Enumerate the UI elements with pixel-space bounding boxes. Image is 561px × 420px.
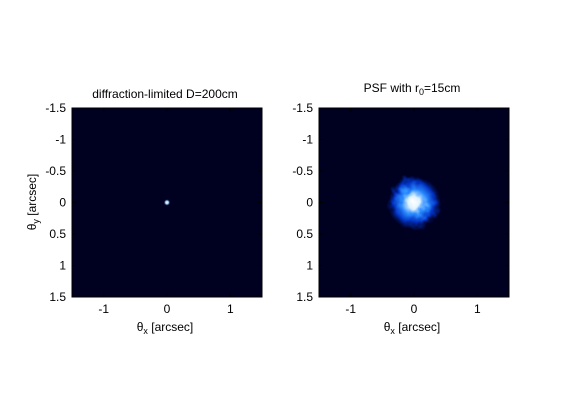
x-tick-label: 1	[227, 302, 234, 316]
left-x-ticks: -1 0 1	[98, 108, 234, 316]
y-tick-label: 1	[306, 259, 313, 273]
y-tick-label: 1.5	[296, 290, 313, 304]
y-tick-label: -1.5	[292, 101, 313, 115]
right-psf-halo	[385, 174, 443, 231]
y-tick-label: -1.5	[45, 101, 66, 115]
left-y-ticks: -1.5 -1 -0.5 0 0.5 1 1.5	[45, 101, 262, 304]
right-title: PSF with r0=15cm	[364, 81, 461, 97]
x-tick-label: -1	[98, 302, 109, 316]
y-tick-label: -1	[302, 133, 313, 147]
y-tick-label: -1	[55, 133, 66, 147]
left-psf-core	[163, 199, 171, 206]
y-tick-label: 0	[306, 196, 313, 210]
right-y-ticks: -1.5 -1 -0.5 0 0.5 1 1.5	[292, 101, 509, 304]
x-tick-label: 0	[411, 302, 418, 316]
y-tick-label: -0.5	[45, 164, 66, 178]
right-xlabel: θx [arcsec]	[384, 320, 441, 336]
y-tick-label: 0.5	[296, 227, 313, 241]
right-panel: PSF with r0=15cm -1.5 -1 -0.5 0 0.5 1 1.5 -1 0 1…	[292, 81, 510, 336]
left-panel: diffraction-limited D=200cm -1.5 -1 -0.5 0 0…	[25, 87, 263, 336]
y-tick-label: -0.5	[292, 164, 313, 178]
y-tick-label: 1	[59, 259, 66, 273]
x-tick-label: 1	[474, 302, 481, 316]
x-tick-label: -1	[345, 302, 356, 316]
y-tick-label: 1.5	[49, 290, 66, 304]
left-title: diffraction-limited D=200cm	[92, 87, 238, 101]
left-xlabel: θx [arcsec]	[137, 320, 194, 336]
x-tick-label: 0	[164, 302, 171, 316]
right-x-ticks: -1 0 1	[345, 108, 481, 316]
y-tick-label: 0	[59, 196, 66, 210]
y-tick-label: 0.5	[49, 227, 66, 241]
left-ylabel: θy [arcsec]	[25, 174, 41, 231]
